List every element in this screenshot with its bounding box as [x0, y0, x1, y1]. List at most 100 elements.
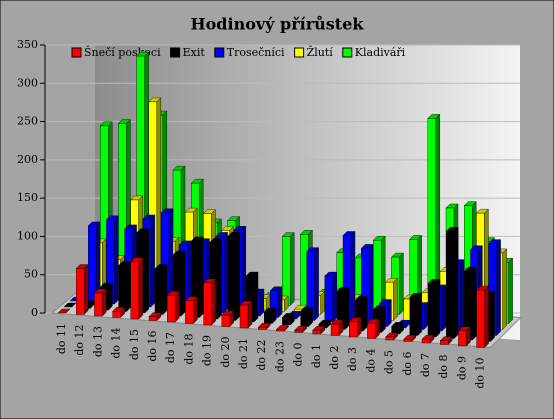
y-tick-label: 250 — [17, 115, 38, 128]
x-tick-label: do 0 — [292, 343, 305, 367]
bar — [282, 236, 291, 306]
x-tick-label: do 2 — [328, 346, 341, 370]
bar — [258, 327, 267, 330]
bar — [282, 317, 291, 326]
chart-title: Hodinový přírůstek — [191, 14, 365, 34]
bar — [367, 322, 376, 339]
bar — [118, 265, 127, 312]
bar — [312, 329, 321, 335]
bar-side — [502, 248, 507, 330]
y-tick-label: 50 — [24, 268, 38, 281]
bar-side — [496, 239, 501, 336]
bar-side — [393, 277, 398, 321]
bar-side — [508, 257, 513, 324]
bar — [427, 283, 437, 338]
legend-label: Exit — [183, 46, 206, 59]
x-tick-label: do 20 — [219, 337, 232, 368]
bar — [166, 295, 176, 323]
x-tick-label: do 23 — [273, 341, 286, 372]
legend-swatch — [71, 47, 82, 58]
bar — [440, 340, 449, 345]
bar-side — [363, 295, 368, 332]
x-tick-label: do 1 — [310, 344, 323, 368]
bar — [154, 268, 164, 315]
bar-side — [138, 257, 144, 320]
bar-side — [162, 264, 168, 315]
bar-side — [344, 286, 350, 330]
bar-top — [57, 308, 71, 314]
x-tick-label: do 7 — [419, 353, 432, 377]
legend-label: Kladiváři — [355, 46, 406, 59]
x-tick-label: do 22 — [255, 340, 268, 371]
bar-side — [211, 278, 216, 326]
legend-swatch — [214, 47, 225, 58]
x-tick-label: do 5 — [383, 350, 396, 374]
bar-side — [150, 214, 156, 308]
x-tick-label: do 12 — [73, 325, 86, 356]
bar — [446, 231, 455, 339]
legend-label: Šnečí poskoci — [84, 45, 161, 59]
bar-side — [278, 286, 283, 318]
bar-side — [174, 290, 180, 323]
bar-side — [126, 261, 131, 312]
bar — [409, 297, 418, 336]
bar-side — [490, 291, 495, 342]
bar — [87, 225, 97, 303]
bar-side — [247, 300, 253, 329]
x-tick-label: do 11 — [55, 323, 68, 354]
bar-side — [235, 231, 241, 321]
bar-side — [454, 226, 459, 339]
bar — [330, 323, 340, 336]
bar — [112, 311, 121, 318]
y-tick-label: 0 — [31, 306, 38, 319]
bar — [421, 338, 431, 344]
bar — [403, 339, 412, 342]
legend-swatch — [170, 47, 181, 58]
bar — [300, 310, 309, 327]
bar — [130, 261, 140, 320]
bar-side — [199, 236, 204, 318]
bar-side — [387, 299, 392, 327]
bar-side — [259, 288, 265, 317]
bar-side — [472, 266, 477, 341]
bar-side — [217, 237, 222, 320]
legend-label: Trosečníci — [227, 46, 285, 59]
x-tick-label: do 16 — [146, 331, 159, 362]
bar — [324, 275, 333, 323]
bar — [227, 236, 237, 321]
legend-swatch — [294, 47, 305, 58]
bar — [239, 304, 249, 329]
x-tick-label: do 4 — [364, 349, 377, 373]
bar-side — [223, 231, 228, 314]
bar-side — [460, 259, 465, 333]
bar-side — [290, 232, 295, 306]
y-tick-label: 300 — [17, 76, 38, 89]
legend-label: Žlutí — [307, 45, 334, 59]
bar-side — [180, 250, 186, 317]
bar-side — [114, 215, 119, 305]
legend-swatch — [342, 47, 353, 58]
bar-side — [253, 271, 259, 323]
x-tick-label: do 6 — [401, 352, 414, 376]
bar-side — [83, 264, 89, 315]
bar-side — [369, 243, 374, 326]
bar-side — [417, 292, 422, 336]
bar — [148, 316, 158, 321]
x-tick-label: do 18 — [182, 334, 195, 365]
bar — [458, 330, 467, 347]
bar-side — [399, 252, 404, 315]
bar — [264, 311, 273, 324]
bar-side — [144, 228, 150, 314]
bar-side — [381, 305, 386, 333]
bar — [75, 268, 85, 315]
bar-side — [102, 288, 107, 317]
bar-side — [350, 230, 356, 324]
y-tick-label: 350 — [17, 38, 38, 51]
y-tick-label: 200 — [17, 153, 38, 166]
x-tick-label: do 9 — [455, 356, 468, 380]
bar-side — [193, 296, 198, 324]
x-tick-label: do 19 — [201, 335, 214, 366]
x-tick-label: do 8 — [437, 355, 450, 379]
